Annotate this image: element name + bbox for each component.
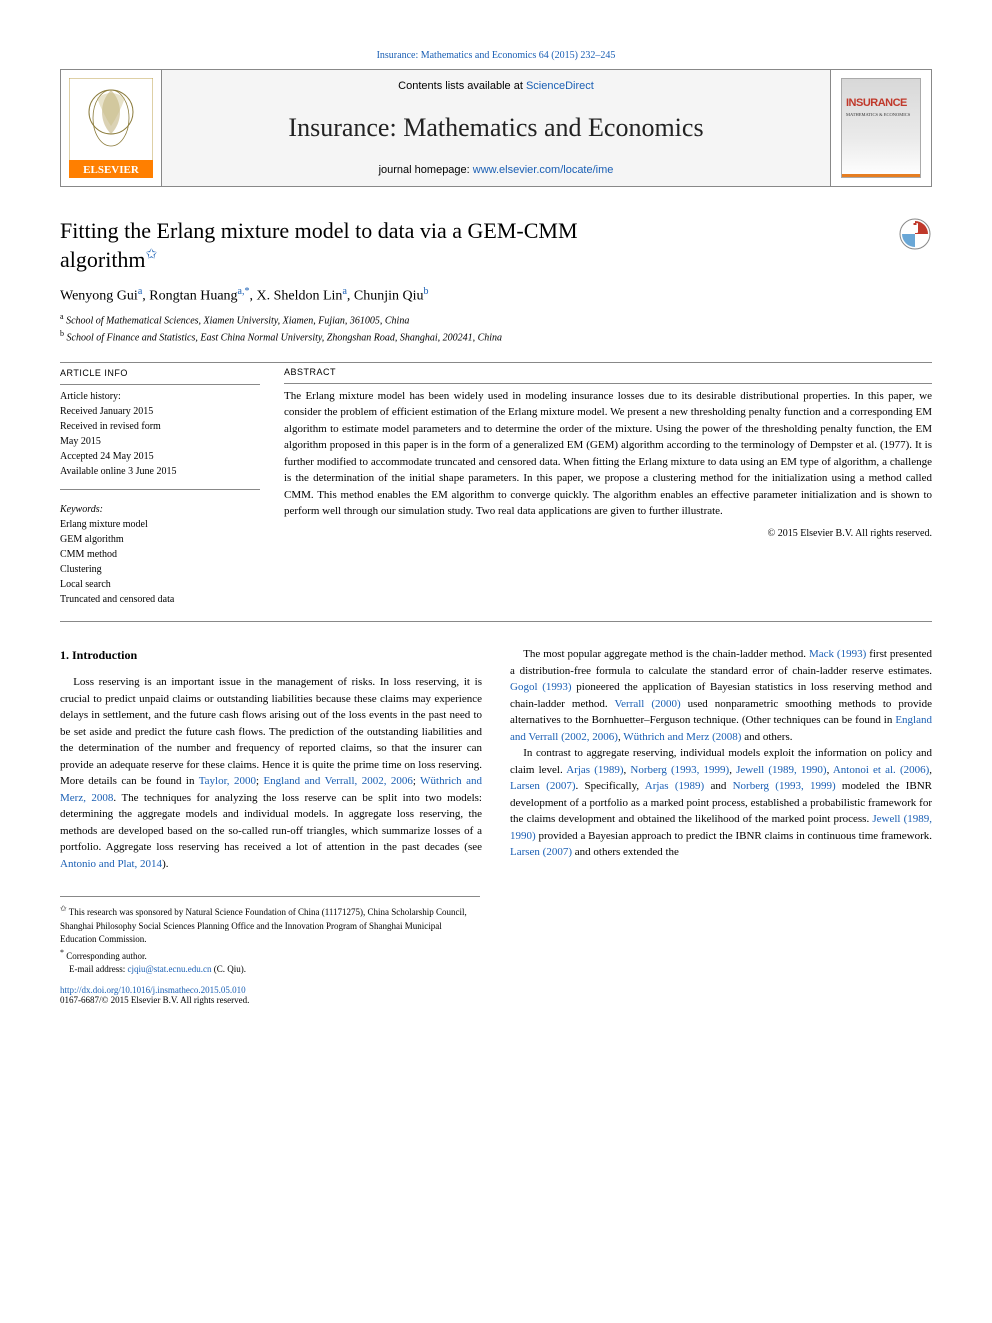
contents-available: Contents lists available at ScienceDirec… [174,80,818,92]
crossmark-icon[interactable] [898,217,932,251]
doi: http://dx.doi.org/10.1016/j.insmatheco.2… [60,985,932,1005]
journal-homepage: journal homepage: www.elsevier.com/locat… [174,164,818,176]
authors: Wenyong Guia, Rongtan Huanga,*, X. Sheld… [60,286,932,305]
abstract: ABSTRACT The Erlang mixture model has be… [284,367,932,608]
journal-header: ELSEVIER Contents lists available at Sci… [60,69,932,187]
top-citation: Insurance: Mathematics and Economics 64 … [60,50,932,61]
paper-title: Fitting the Erlang mixture model to data… [60,217,578,274]
journal-cover-thumb: INSURANCE MATHEMATICS & ECONOMICS [831,70,931,186]
elsevier-logo: ELSEVIER [61,70,161,186]
sciencedirect-link[interactable]: ScienceDirect [526,80,594,92]
doi-link[interactable]: http://dx.doi.org/10.1016/j.insmatheco.2… [60,985,246,995]
journal-title: Insurance: Mathematics and Economics [174,113,818,143]
body-text: 1. Introduction Loss reserving is an imp… [60,646,932,872]
homepage-link[interactable]: www.elsevier.com/locate/ime [473,164,614,176]
title-footnote-marker: ✩ [146,247,158,262]
article-info: ARTICLE INFO Article history: Received J… [60,367,260,608]
corresponding-email[interactable]: cjqiu@stat.ecnu.edu.cn [127,964,211,974]
affiliations: a School of Mathematical Sciences, Xiame… [60,311,932,346]
footnotes: ✩ This research was sponsored by Natural… [60,896,480,977]
rule [60,362,932,363]
svg-text:ELSEVIER: ELSEVIER [83,164,140,176]
